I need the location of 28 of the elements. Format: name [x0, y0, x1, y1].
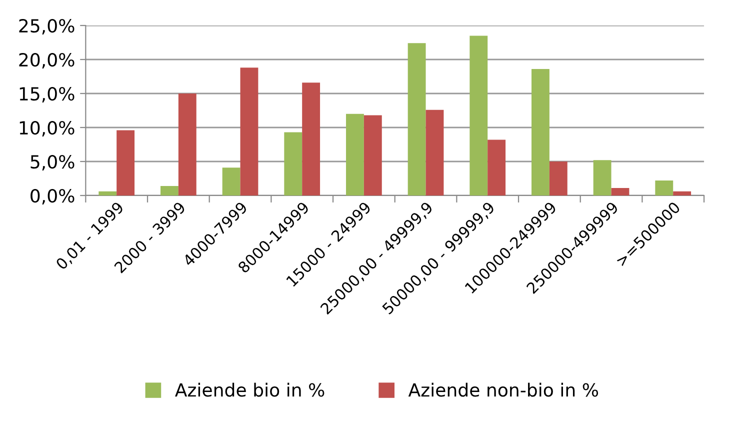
y-tick-label: 10,0%	[20, 120, 74, 136]
bar	[240, 68, 258, 196]
bar	[611, 188, 630, 196]
legend-label: Aziende bio in %	[175, 382, 324, 397]
y-tick-label: 0,0%	[30, 188, 74, 204]
y-tick-label: 25,0%	[19, 18, 74, 34]
bar	[549, 162, 568, 196]
bar	[488, 140, 506, 196]
y-tick-label: 15,0%	[20, 86, 74, 102]
bar	[426, 110, 444, 196]
bar	[532, 69, 550, 196]
bar	[160, 186, 178, 196]
y-tick-label: 20,0%	[19, 52, 74, 68]
bar	[593, 160, 612, 196]
bar	[470, 36, 488, 196]
legend-label: Aziende non-bio in %	[408, 382, 598, 397]
bar	[116, 130, 135, 196]
bar	[98, 191, 117, 196]
bar	[655, 180, 674, 196]
bar	[408, 43, 426, 196]
y-tick-label: 5,0%	[30, 154, 74, 170]
bar	[364, 115, 382, 196]
bar	[673, 191, 692, 196]
bar	[222, 168, 240, 196]
bar	[302, 82, 320, 196]
bar	[346, 114, 364, 196]
bar	[284, 132, 302, 196]
bar	[178, 94, 196, 196]
